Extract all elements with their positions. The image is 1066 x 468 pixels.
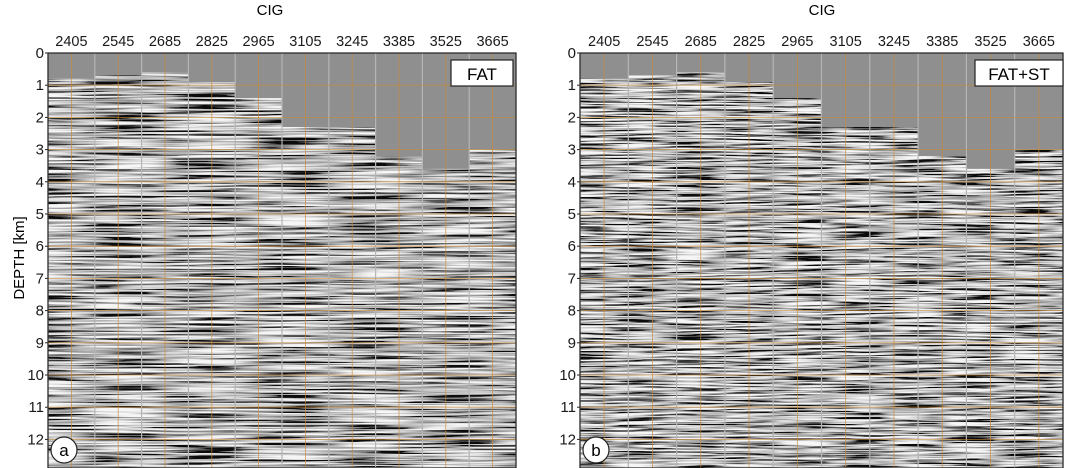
panel-b-cig-labels: 2405 2545 2685 2825 2965 3105 3245 3385 3525 3665	[588, 34, 1055, 50]
cig-tick-label: 2965	[781, 34, 813, 50]
depth-tick-label: 2	[568, 109, 576, 126]
plot-frame	[579, 52, 1064, 468]
cig-tick-label: 2405	[588, 34, 620, 50]
depth-tick-label: 8	[36, 303, 44, 320]
panel-a-corner-letter: a	[59, 441, 69, 460]
cig-tick-label: 3105	[289, 34, 321, 50]
panel-b-label-box: FAT+ST	[974, 59, 1064, 87]
depth-tick-label: 12	[27, 431, 44, 448]
depth-tick-label: 3	[568, 142, 576, 159]
depth-tick-label: 7	[568, 270, 576, 287]
depth-tick-label: 9	[568, 335, 576, 352]
depth-tick-label: 11	[28, 399, 44, 416]
depth-tick-label: 6	[568, 238, 576, 255]
panel-b-corner-badge: b	[582, 436, 610, 464]
depth-tick-label: 9	[36, 335, 44, 352]
depth-tick-label: 1	[568, 77, 576, 94]
panel-a-cig-title: CIG	[257, 2, 284, 19]
cig-tick-label: 3525	[974, 34, 1006, 50]
cig-tick-label: 3665	[476, 34, 508, 50]
cig-tick-label: 3385	[383, 34, 415, 50]
depth-tick-label: 11	[560, 399, 576, 416]
depth-tick-label: 0	[568, 45, 576, 62]
cig-tick-label: 3245	[878, 34, 910, 50]
depth-tick-label: 6	[36, 238, 44, 255]
depth-tick-label: 4	[36, 174, 44, 191]
depth-tick-label: 5	[568, 206, 576, 223]
cig-tick-label: 3385	[926, 34, 958, 50]
cig-tick-label: 2685	[149, 34, 181, 50]
depth-tick-label: 8	[568, 303, 576, 320]
plot-frame	[47, 52, 517, 468]
depth-tick-label: 4	[568, 174, 576, 191]
panel-a-label-text: FAT	[467, 65, 497, 84]
depth-tick-label: 10	[27, 367, 44, 384]
cig-tick-label: 2545	[102, 34, 134, 50]
panel-a-seismic-plot	[47, 52, 517, 468]
depth-tick-label: 1	[36, 77, 44, 94]
cig-tick-label: 3105	[830, 34, 862, 50]
cig-tick-label: 3665	[1023, 34, 1055, 50]
panel-a-label-box: FAT	[450, 59, 514, 87]
cig-tick-label: 3245	[336, 34, 368, 50]
depth-tick-label: 10	[559, 367, 576, 384]
cig-tick-label: 2825	[196, 34, 228, 50]
cig-tick-label: 2545	[636, 34, 668, 50]
panel-b: CIG 2405 2545 2685 2825 2965 3105 3245 3385 3525…	[559, 2, 1064, 468]
depth-tick-label: 7	[36, 270, 44, 287]
panel-b-corner-letter: b	[591, 441, 600, 460]
cig-tick-label: 2405	[55, 34, 87, 50]
depth-tick-label: 2	[36, 109, 44, 126]
depth-tick-label: 5	[36, 206, 44, 223]
panel-b-cig-title: CIG	[809, 2, 836, 19]
cig-tick-label: 2825	[733, 34, 765, 50]
panel-a-cig-labels: 2405 2545 2685 2825 2965 3105 3245 3385 3525 3665	[55, 34, 508, 50]
panel-a-y-axis-title: DEPTH [km]	[11, 216, 28, 299]
cig-tick-label: 2965	[242, 34, 274, 50]
cig-tick-label: 2685	[685, 34, 717, 50]
depth-tick-label: 12	[559, 431, 576, 448]
panel-b-label-text: FAT+ST	[988, 65, 1050, 84]
depth-tick-label: 3	[36, 142, 44, 159]
panel-a: CIG 2405 2545 2685 2825 2965 3105 3245 3385 3525…	[11, 2, 517, 468]
panel-b-seismic-plot	[579, 52, 1064, 468]
cig-tick-label: 3525	[430, 34, 462, 50]
depth-tick-label: 0	[36, 45, 44, 62]
panel-a-corner-badge: a	[50, 436, 78, 464]
